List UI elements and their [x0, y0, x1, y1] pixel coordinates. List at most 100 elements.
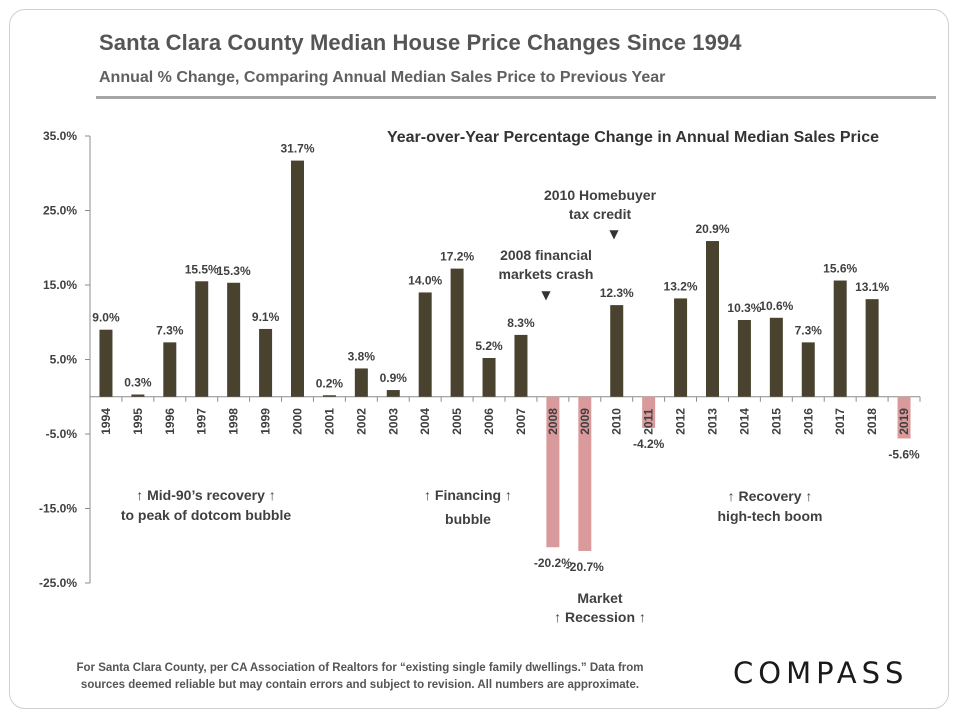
x-tick-label: 2003	[386, 408, 400, 435]
bar-2011	[642, 396, 656, 429]
x-tick-label: 2004	[418, 408, 432, 435]
bar-1994	[99, 329, 113, 397]
data-label: 3.8%	[348, 349, 376, 363]
bar-1996	[163, 342, 177, 397]
x-tick-label: 2018	[865, 408, 879, 435]
bar-2004	[418, 292, 432, 397]
x-tick-label: 2007	[514, 408, 528, 435]
data-label: 10.3%	[727, 301, 761, 315]
data-label: 17.2%	[440, 250, 474, 264]
annotation-crash2008-line: 2008 financial	[500, 247, 592, 263]
y-tick-label: -5.0%	[46, 427, 78, 441]
annotation-mid90s-line: to peak of dotcom bubble	[121, 507, 292, 523]
x-tick-label: 1996	[163, 408, 177, 435]
x-tick-label: 2006	[482, 408, 496, 435]
data-label: 9.1%	[252, 310, 280, 324]
x-tick-label: 2009	[578, 408, 592, 435]
annotation-recovery-line: high-tech boom	[718, 508, 823, 524]
annotation-financing-line: ↑ Financing ↑	[424, 487, 512, 503]
data-label: 12.3%	[600, 286, 634, 300]
annotation-financing-line: bubble	[445, 511, 491, 527]
x-tick-label: 2012	[674, 408, 688, 435]
x-tick-label: 1998	[227, 408, 241, 435]
bar-2016	[801, 342, 815, 397]
data-label: 8.3%	[507, 316, 535, 330]
bar-2005	[450, 268, 464, 397]
data-label: 13.1%	[855, 280, 889, 294]
bar-2006	[482, 358, 496, 397]
x-tick-label: 2000	[291, 408, 305, 435]
x-tick-label: 2010	[610, 408, 624, 435]
y-tick-label: 15.0%	[43, 278, 77, 292]
x-tick-label: 2015	[769, 408, 783, 435]
data-label: 0.9%	[380, 371, 408, 385]
bar-2010	[610, 305, 624, 397]
y-tick-label: -15.0%	[39, 502, 77, 516]
source-note-line-2: sources deemed reliable but may contain …	[80, 679, 640, 691]
x-tick-label: 2011	[642, 408, 656, 434]
bar-2018	[865, 299, 879, 397]
annotation-recession-line: ↑ Recession ↑	[554, 609, 646, 625]
x-tick-label: 2019	[897, 408, 911, 435]
x-tick-label: 2014	[737, 408, 751, 435]
data-label: 15.5%	[185, 262, 219, 276]
bar-2001	[322, 395, 336, 397]
data-label: 5.2%	[475, 339, 503, 353]
x-tick-label: 2013	[706, 408, 720, 435]
data-label: 9.0%	[92, 311, 120, 325]
bar-1998	[227, 282, 241, 397]
data-label: 13.2%	[664, 279, 698, 293]
x-tick-label: 2017	[833, 408, 847, 435]
bar-2019	[897, 396, 911, 439]
bar-2000	[291, 160, 304, 397]
annotation-credit2010-line: 2010 Homebuyer	[544, 187, 657, 203]
y-tick-label: 5.0%	[50, 353, 78, 367]
bar-2002	[354, 368, 368, 397]
data-label: -5.6%	[888, 447, 920, 461]
page-subtitle: Annual % Change, Comparing Annual Median…	[99, 69, 666, 86]
chart-title: Year-over-Year Percentage Change in Annu…	[387, 129, 879, 146]
annotation-mid90s-line: ↑ Mid-90’s recovery ↑	[136, 487, 276, 503]
bar-2009	[578, 396, 592, 551]
y-tick-label: -25.0%	[39, 576, 77, 590]
x-tick-label: 1997	[195, 408, 209, 435]
annotation-recovery-line: ↑ Recovery ↑	[728, 488, 813, 504]
bar-2003	[386, 390, 400, 397]
y-tick-label: 25.0%	[43, 204, 77, 218]
x-tick-label: 2008	[546, 408, 560, 435]
data-label: 14.0%	[408, 273, 442, 287]
bar-2017	[833, 280, 847, 397]
compass-logo: COMPASS	[733, 656, 909, 690]
source-note: For Santa Clara County, per CA Associati…	[60, 660, 660, 694]
bar-2007	[514, 334, 528, 397]
data-label: 10.6%	[759, 299, 793, 313]
x-tick-label: 1999	[259, 408, 273, 435]
annotation-recession-line: Market	[577, 590, 622, 606]
x-tick-label: 2002	[354, 408, 368, 435]
annotation-credit2010-marker: ▼	[609, 227, 619, 241]
bar-2013	[706, 241, 719, 397]
data-label: 7.3%	[795, 323, 823, 337]
x-tick-label: 1994	[99, 408, 113, 435]
data-label: -4.2%	[633, 437, 665, 451]
bar-2014	[737, 320, 751, 397]
y-tick-label: 35.0%	[43, 129, 77, 143]
data-label: 7.3%	[156, 323, 184, 337]
bar-1999	[259, 328, 273, 397]
bar-chart: 35.0% 25.0% 15.0% 5.0% -5.0% -15.0% -25.0% 1994…	[39, 129, 921, 625]
data-label: -20.7%	[566, 560, 604, 574]
data-label: 15.6%	[823, 262, 857, 276]
x-tick-label: 2005	[450, 408, 464, 435]
annotation-crash2008-line: markets crash	[499, 266, 594, 282]
data-label: 15.3%	[217, 264, 251, 278]
bar-2008	[546, 396, 560, 548]
x-tick-label: 2001	[322, 408, 336, 435]
source-note-line-1: For Santa Clara County, per CA Associati…	[76, 662, 644, 674]
data-label: 31.7%	[280, 142, 314, 156]
bar-1995	[131, 394, 145, 397]
x-tick-label: 2016	[801, 408, 815, 435]
data-label: -20.2%	[534, 556, 572, 570]
data-label: 0.2%	[316, 376, 344, 390]
bar-1997	[195, 281, 209, 397]
x-tick-label: 1995	[131, 408, 145, 435]
